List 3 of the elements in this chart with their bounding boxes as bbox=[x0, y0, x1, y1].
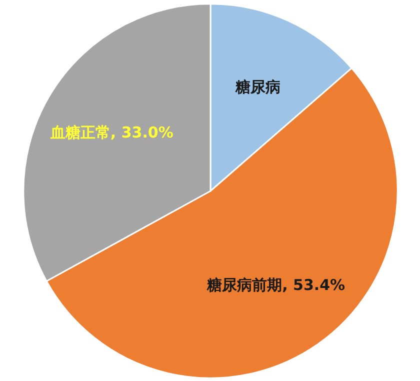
slice-label: 血糖正常, 33.0% bbox=[49, 124, 174, 142]
slice-label: 糖尿病 bbox=[234, 78, 280, 96]
slice-label: 糖尿病前期, 53.4% bbox=[206, 276, 346, 294]
